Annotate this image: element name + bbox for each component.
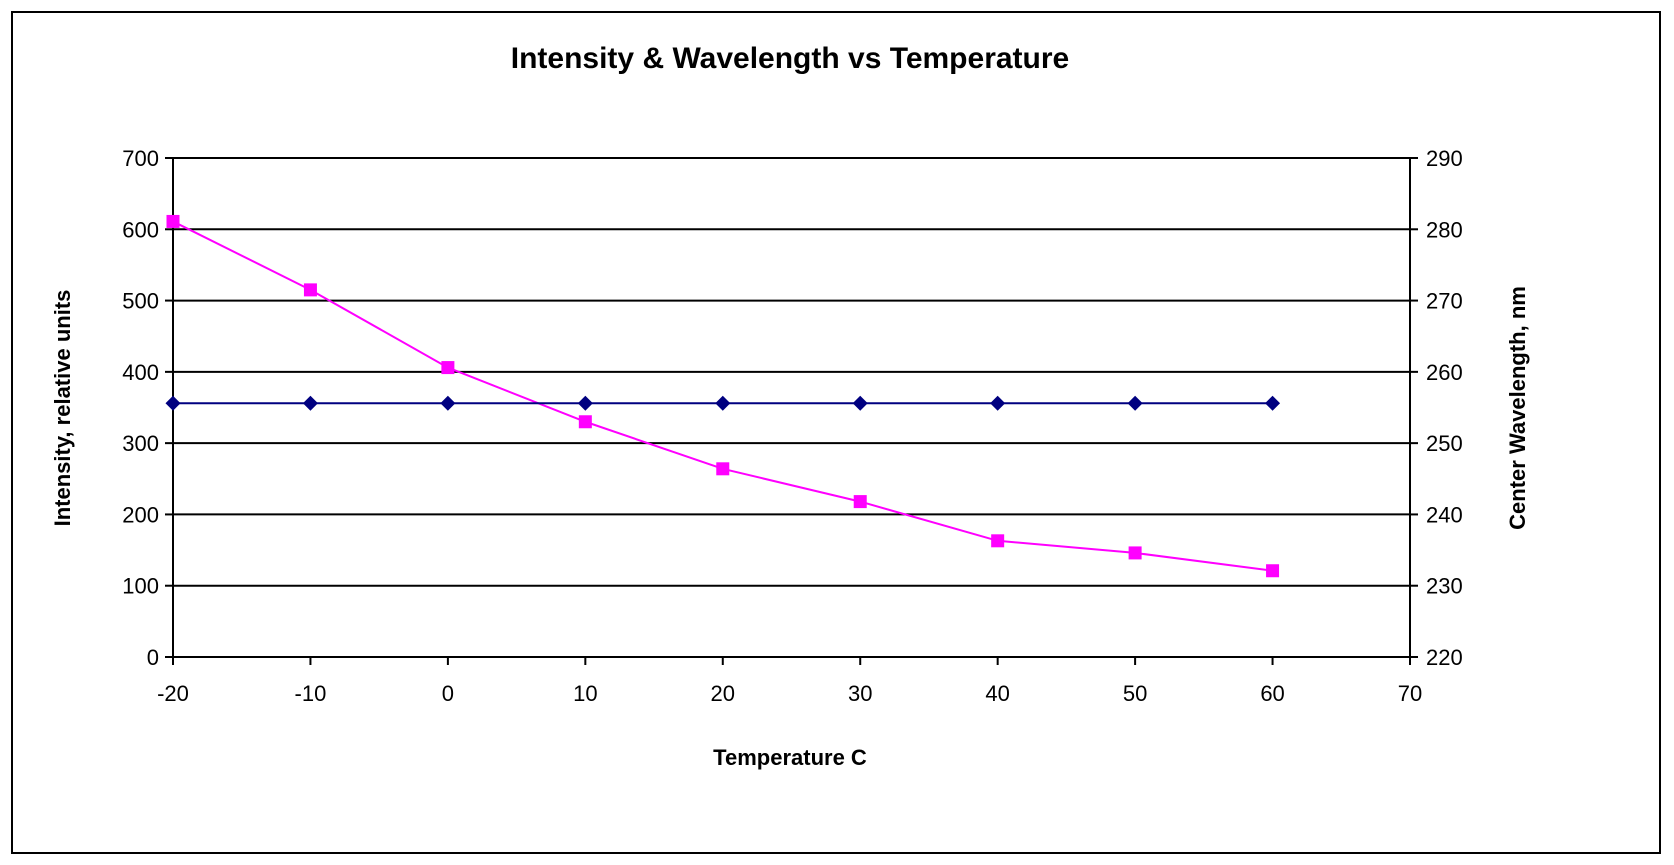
data-point-diamond (302, 395, 318, 411)
y-tick-label: 0 (147, 645, 159, 670)
data-point-square (1128, 546, 1142, 560)
x-tick-label: -20 (157, 681, 189, 706)
x-tick-label: 50 (1123, 681, 1147, 706)
x-tick-label: -10 (295, 681, 327, 706)
gridlines (173, 157, 1410, 587)
x-tick-label: 70 (1398, 681, 1422, 706)
y2-tick-label: 260 (1426, 360, 1463, 385)
y-tick-label: 700 (122, 146, 159, 171)
series-layer (165, 214, 1281, 578)
y-tick-label: 600 (122, 217, 159, 242)
y2-tick-label: 290 (1426, 146, 1463, 171)
y2-tick-label: 250 (1426, 431, 1463, 456)
data-point-square (578, 415, 592, 429)
y2-tick-label: 240 (1426, 502, 1463, 527)
axis-ticks: 0100200300400500600700220230240250260270… (122, 146, 1462, 706)
y-axis-label: Intensity, relative units (50, 290, 75, 527)
y2-tick-label: 230 (1426, 574, 1463, 599)
y2-tick-label: 270 (1426, 289, 1463, 314)
data-point-diamond (715, 395, 731, 411)
data-point-diamond (1127, 395, 1143, 411)
y-tick-label: 500 (122, 289, 159, 314)
x-tick-label: 30 (848, 681, 872, 706)
y-tick-label: 300 (122, 431, 159, 456)
x-tick-label: 40 (985, 681, 1009, 706)
data-point-square (853, 495, 867, 509)
y-tick-label: 200 (122, 502, 159, 527)
data-point-diamond (852, 395, 868, 411)
data-point-diamond (577, 395, 593, 411)
x-tick-label: 0 (442, 681, 454, 706)
data-point-square (166, 214, 180, 228)
y2-tick-label: 220 (1426, 645, 1463, 670)
chart-title: Intensity & Wavelength vs Temperature (511, 42, 1069, 75)
x-tick-label: 10 (573, 681, 597, 706)
data-point-diamond (165, 395, 181, 411)
y2-tick-label: 280 (1426, 217, 1463, 242)
data-point-diamond (440, 395, 456, 411)
x-tick-label: 20 (711, 681, 735, 706)
data-point-diamond (990, 395, 1006, 411)
data-point-square (716, 462, 730, 476)
data-point-square (991, 534, 1005, 548)
data-point-diamond (1265, 395, 1281, 411)
y-tick-label: 100 (122, 574, 159, 599)
y-tick-label: 400 (122, 360, 159, 385)
data-point-square (303, 283, 317, 297)
x-tick-label: 60 (1260, 681, 1284, 706)
y2-axis-label: Center Wavelength, nm (1505, 286, 1530, 530)
chart-frame (11, 11, 1661, 854)
data-point-square (1266, 564, 1280, 578)
x-axis-label: Temperature C (713, 745, 867, 770)
data-point-square (441, 361, 455, 375)
